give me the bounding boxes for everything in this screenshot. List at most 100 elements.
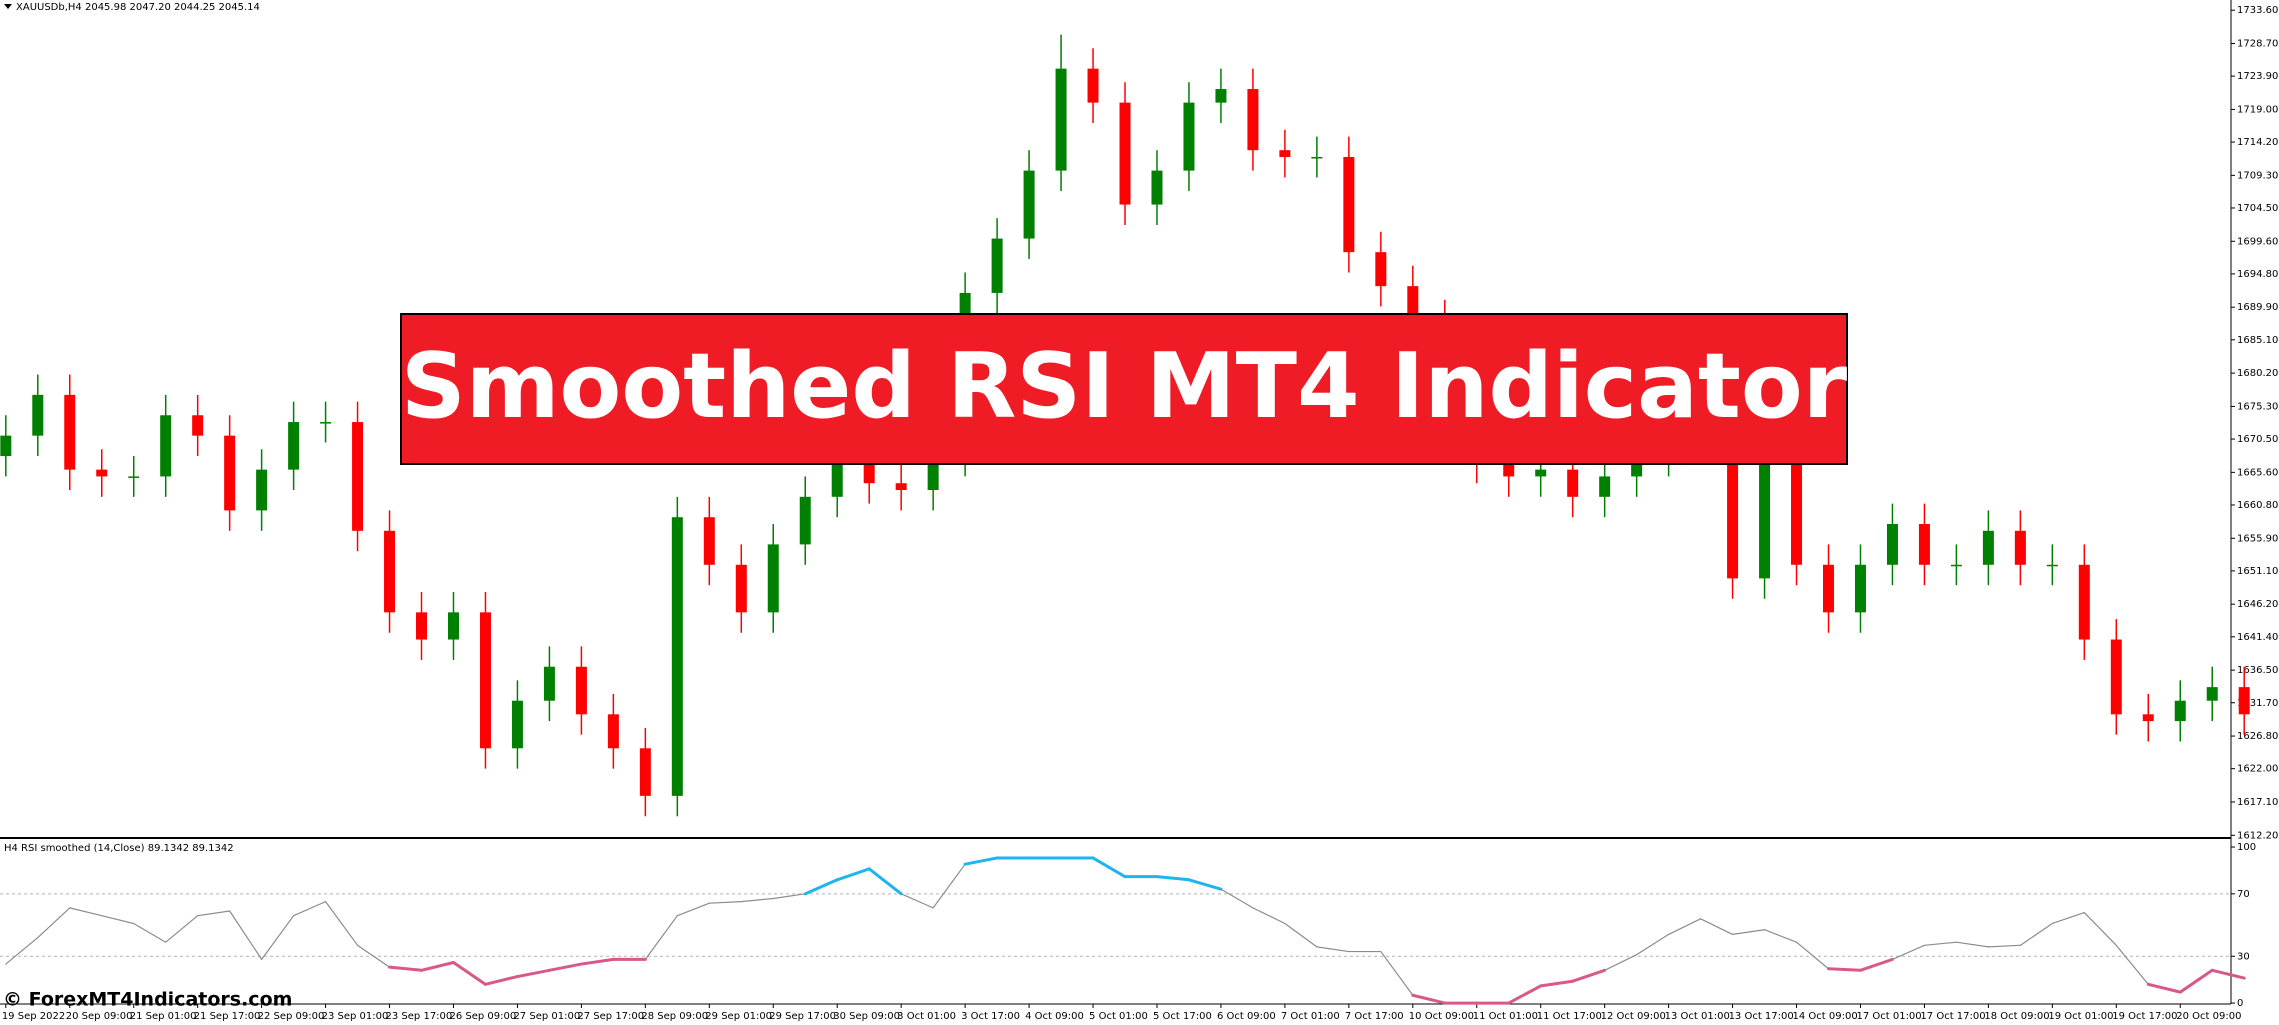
rsi-segment xyxy=(229,910,263,960)
x-tick-label: 22 Sep 09:00 xyxy=(258,1011,325,1022)
x-tick-label: 19 Oct 01:00 xyxy=(2048,1011,2113,1022)
rsi-segment xyxy=(324,901,359,946)
rsi-segment xyxy=(1411,993,1447,1005)
y-tick-label: 70 xyxy=(2237,889,2250,900)
rsi-segment xyxy=(1091,856,1127,879)
rsi-segment xyxy=(1316,946,1350,953)
rsi-segment xyxy=(1827,967,1862,972)
banner-box xyxy=(400,313,1848,465)
y-tick-label: 1622.00 xyxy=(2237,764,2278,775)
rsi-segment xyxy=(1284,922,1318,948)
symbol-menu-icon xyxy=(4,4,12,9)
rsi-segment xyxy=(1763,929,1798,943)
candle-body xyxy=(1343,156,1355,253)
rsi-segment xyxy=(515,968,551,979)
y-tick-label: 1660.80 xyxy=(2237,500,2278,511)
y-tick-label: 1636.50 xyxy=(2237,665,2278,676)
candle-body xyxy=(1918,524,1930,565)
rsi-segment xyxy=(1955,941,1989,948)
rsi-segment xyxy=(483,975,519,986)
y-tick-label: 1675.30 xyxy=(2237,401,2278,412)
rsi-segment xyxy=(5,936,39,965)
rsi-segment xyxy=(1795,941,1830,970)
rsi-segment xyxy=(708,901,742,904)
candle-body xyxy=(1503,462,1515,477)
rsi-segment xyxy=(1507,984,1543,1005)
candle-body xyxy=(895,483,907,491)
x-tick-label: 21 Sep 17:00 xyxy=(194,1011,261,1022)
rsi-segment xyxy=(197,910,231,917)
x-tick-label: 29 Sep 01:00 xyxy=(705,1011,772,1022)
rsi-segment xyxy=(1220,888,1254,909)
candle-body xyxy=(1791,462,1803,565)
candle-body xyxy=(1023,170,1035,239)
y-tick-label: 1670.50 xyxy=(2237,434,2278,445)
y-tick-label: 1719.00 xyxy=(2237,104,2278,115)
candle-body xyxy=(831,462,843,497)
candle-body xyxy=(416,612,428,640)
x-tick-label: 28 Sep 09:00 xyxy=(641,1011,708,1022)
candle-body xyxy=(1407,286,1419,321)
x-tick-label: 26 Sep 09:00 xyxy=(449,1011,516,1022)
candle-body xyxy=(2014,530,2026,565)
x-tick-label: 13 Oct 01:00 xyxy=(1665,1011,1730,1022)
watermark: © ForexMT4Indicators.com xyxy=(3,989,292,1011)
y-tick-label: 1704.50 xyxy=(2237,203,2278,214)
rsi-segment xyxy=(547,962,583,972)
y-tick-label: 1709.30 xyxy=(2237,170,2278,181)
rsi-segment xyxy=(772,893,806,900)
candle-body xyxy=(2206,687,2218,701)
main-chart-title: XAUUSDb,H4 2045.98 2047.20 2044.25 2045.… xyxy=(16,2,260,13)
rsi-segment xyxy=(803,878,839,896)
candle-body xyxy=(863,462,875,484)
y-tick-label: 1646.20 xyxy=(2237,599,2278,610)
x-tick-label: 6 Oct 09:00 xyxy=(1217,1011,1276,1022)
rsi-segment xyxy=(1539,979,1575,988)
candle-body xyxy=(2078,564,2090,640)
candle-body xyxy=(224,435,236,511)
y-tick-label: 1694.80 xyxy=(2237,269,2278,280)
rsi-segment xyxy=(835,867,871,882)
y-tick-label: 1651.10 xyxy=(2237,566,2278,577)
candle-body xyxy=(447,612,459,640)
rsi-segment xyxy=(2146,982,2182,994)
candle-body xyxy=(2046,564,2058,567)
rsi-segment xyxy=(1187,878,1223,891)
rsi-segment xyxy=(1858,957,1894,972)
y-tick-label: 0 xyxy=(2237,998,2243,1009)
candle-body xyxy=(1567,469,1579,497)
candle-body xyxy=(479,612,491,749)
rsi-segment xyxy=(1636,933,1670,956)
x-tick-label: 27 Sep 17:00 xyxy=(577,1011,644,1022)
x-tick-label: 7 Oct 01:00 xyxy=(1281,1011,1340,1022)
candle-body xyxy=(320,422,332,424)
candle-body xyxy=(1183,102,1195,171)
candle-body xyxy=(32,394,44,436)
candle-body xyxy=(607,714,619,749)
x-tick-label: 19 Oct 17:00 xyxy=(2112,1011,2177,1022)
y-tick-label: 100 xyxy=(2237,842,2256,853)
y-tick-label: 30 xyxy=(2237,951,2250,962)
x-tick-label: 4 Oct 09:00 xyxy=(1025,1011,1084,1022)
x-tick-label: 10 Oct 09:00 xyxy=(1409,1011,1474,1022)
candle-body xyxy=(1727,442,1739,579)
x-tick-label: 20 Oct 09:00 xyxy=(2176,1011,2241,1022)
candle-body xyxy=(543,666,555,701)
candle-body xyxy=(511,700,523,749)
rsi-segment xyxy=(579,957,615,966)
rsi-segment xyxy=(293,901,327,917)
rsi-segment xyxy=(69,907,103,917)
x-tick-label: 5 Oct 01:00 xyxy=(1089,1011,1148,1022)
rsi-segment xyxy=(101,915,135,925)
candle-body xyxy=(1599,476,1611,497)
x-tick-label: 12 Oct 09:00 xyxy=(1601,1011,1666,1022)
rsi-segment xyxy=(1155,875,1191,882)
candle-body xyxy=(703,517,715,565)
rsi-segment xyxy=(1891,944,1926,960)
x-tick-label: 18 Oct 09:00 xyxy=(1984,1011,2049,1022)
rsi-segment xyxy=(1668,918,1702,936)
candle-body xyxy=(1247,89,1259,151)
x-tick-label: 3 Oct 01:00 xyxy=(897,1011,956,1022)
rsi-segment xyxy=(2051,911,2085,925)
